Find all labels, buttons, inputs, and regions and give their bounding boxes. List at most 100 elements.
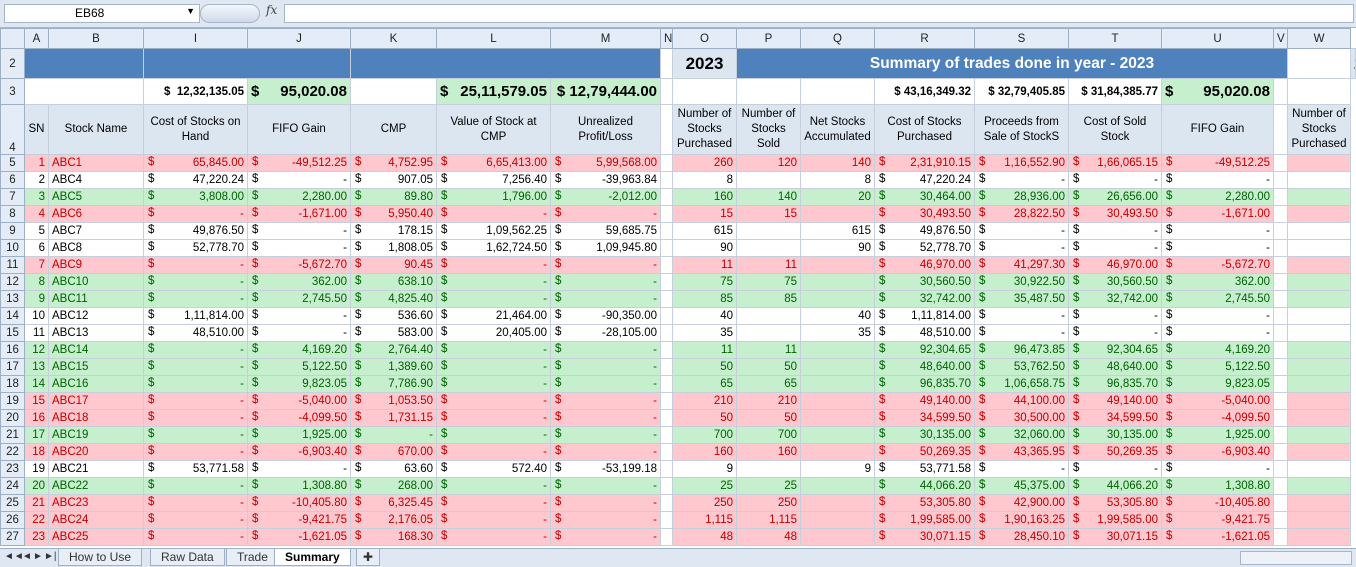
summary-fifo-cell[interactable]: $362.00: [1161, 273, 1274, 291]
row-header[interactable]: 4: [0, 104, 25, 155]
cost-on-hand-cell[interactable]: $ -: [143, 477, 248, 495]
unrealized-cell[interactable]: $ -90,350.00: [550, 307, 661, 325]
proceeds-cell[interactable]: $44,100.00: [974, 392, 1069, 410]
summary-fifo-cell[interactable]: $1,308.80: [1161, 477, 1274, 495]
cost-on-hand-cell[interactable]: $ -: [143, 273, 248, 291]
cmp-cell[interactable]: $1,053.50: [350, 392, 437, 410]
gap-cell[interactable]: [1273, 273, 1288, 291]
column-header-u[interactable]: U: [1161, 28, 1274, 49]
summary-fifo-cell[interactable]: $ -: [1161, 239, 1274, 257]
summary-fifo-cell[interactable]: $ -: [1161, 460, 1274, 478]
fifo-gain-cell[interactable]: $ -1,621.05: [247, 528, 351, 546]
num-purchased-cell[interactable]: 615: [672, 222, 737, 240]
cost-on-hand-cell[interactable]: $52,778.70: [143, 239, 248, 257]
net-accum-cell[interactable]: [800, 477, 875, 495]
cost-purchased-cell[interactable]: $48,640.00: [874, 358, 975, 376]
next-sheet-icon[interactable]: ►: [33, 551, 43, 562]
cost-sold-cell[interactable]: $ -: [1068, 307, 1162, 325]
sn-cell[interactable]: 16: [24, 409, 49, 427]
prev-sheet-icon[interactable]: ◄: [22, 551, 32, 562]
gap-cell[interactable]: [660, 205, 673, 223]
proceeds-cell[interactable]: $ -: [974, 460, 1069, 478]
select-all-corner[interactable]: [0, 28, 25, 49]
gap-cell[interactable]: [1273, 477, 1288, 495]
summary-fifo-cell[interactable]: $ -: [1161, 171, 1274, 189]
summary-fifo-cell[interactable]: $ -6,903.40: [1161, 443, 1274, 461]
net-accum-cell[interactable]: 8: [800, 171, 875, 189]
cost-on-hand-cell[interactable]: $ -: [143, 290, 248, 308]
stock-name-cell[interactable]: ABC21: [48, 460, 144, 478]
stock-name-cell[interactable]: ABC8: [48, 239, 144, 257]
sn-cell[interactable]: 10: [24, 307, 49, 325]
header-proceeds[interactable]: Proceeds from Sale of StockS: [974, 104, 1069, 155]
unrealized-cell[interactable]: $ -: [550, 511, 661, 529]
cost-on-hand-cell[interactable]: $ -: [143, 358, 248, 376]
fifo-gain-cell[interactable]: $4,169.20: [247, 341, 351, 359]
year-2023-label[interactable]: 2023: [672, 48, 737, 79]
cmp-cell[interactable]: $907.05: [350, 171, 437, 189]
proceeds-cell[interactable]: $ -: [974, 239, 1069, 257]
summary-fifo-cell[interactable]: $ -1,671.00: [1161, 205, 1274, 223]
row-header[interactable]: 19: [0, 392, 25, 410]
cost-purchased-total[interactable]: $ 43,16,349.32: [874, 78, 975, 105]
value-cmp-cell[interactable]: $ -: [436, 409, 551, 427]
header-cost-purchased[interactable]: Cost of Stocks Purchased: [874, 104, 975, 155]
summary-fifo-cell[interactable]: $ -5,040.00: [1161, 392, 1274, 410]
stock-name-cell[interactable]: ABC14: [48, 341, 144, 359]
net-accum-cell[interactable]: [800, 511, 875, 529]
gap-cell[interactable]: [660, 307, 673, 325]
net-accum-cell[interactable]: [800, 426, 875, 444]
fifo-gain-cell[interactable]: $362.00: [247, 273, 351, 291]
header-cmp[interactable]: CMP: [350, 104, 437, 155]
gap-cell[interactable]: [1273, 358, 1288, 376]
cost-sold-cell[interactable]: $ -: [1068, 222, 1162, 240]
num-purchased-cell[interactable]: 15: [672, 205, 737, 223]
cmp-cell[interactable]: $ -: [350, 426, 437, 444]
cost-purchased-cell[interactable]: $32,742.00: [874, 290, 975, 308]
net-accum-cell[interactable]: [800, 205, 875, 223]
next-year-cell[interactable]: [1287, 528, 1351, 546]
stock-name-cell[interactable]: ABC18: [48, 409, 144, 427]
header-next-purchased[interactable]: Number of Stocks Purchased: [1287, 104, 1351, 155]
num-sold-cell[interactable]: [736, 307, 801, 325]
row-header[interactable]: 12: [0, 273, 25, 291]
cost-sold-cell[interactable]: $32,742.00: [1068, 290, 1162, 308]
cost-on-hand-cell[interactable]: $ -: [143, 256, 248, 274]
cost-purchased-cell[interactable]: $1,11,814.00: [874, 307, 975, 325]
column-header-t[interactable]: T: [1068, 28, 1162, 49]
column-header-a[interactable]: A: [24, 28, 49, 49]
cmp-cell[interactable]: $89.80: [350, 188, 437, 206]
cost-on-hand-cell[interactable]: $3,808.00: [143, 188, 248, 206]
cost-on-hand-cell[interactable]: $47,220.24: [143, 171, 248, 189]
value-cmp-cell[interactable]: $ -: [436, 205, 551, 223]
cmp-cell[interactable]: $4,752.95: [350, 154, 437, 172]
column-header-r[interactable]: R: [874, 28, 975, 49]
num-purchased-cell[interactable]: 9: [672, 460, 737, 478]
cost-sold-cell[interactable]: $53,305.80: [1068, 494, 1162, 512]
cmp-cell[interactable]: $2,764.40: [350, 341, 437, 359]
cost-purchased-cell[interactable]: $49,140.00: [874, 392, 975, 410]
next-year-cell[interactable]: [1287, 188, 1351, 206]
summary-fifo-cell[interactable]: $5,122.50: [1161, 358, 1274, 376]
gap-cell[interactable]: [660, 222, 673, 240]
sn-cell[interactable]: 18: [24, 443, 49, 461]
cost-sold-cell[interactable]: $30,135.00: [1068, 426, 1162, 444]
cmp-cell[interactable]: $90.45: [350, 256, 437, 274]
gap-cell[interactable]: [660, 341, 673, 359]
value-cmp-cell[interactable]: $20,405.00: [436, 324, 551, 342]
value-cmp-cell[interactable]: $ -: [436, 511, 551, 529]
fifo-gain-cell[interactable]: $ -: [247, 307, 351, 325]
gap-cell[interactable]: [1273, 426, 1288, 444]
column-header-v[interactable]: V: [1273, 28, 1288, 49]
net-accum-cell[interactable]: [800, 256, 875, 274]
cmp-cell[interactable]: $1,389.60: [350, 358, 437, 376]
next-year-cell[interactable]: [1287, 341, 1351, 359]
gap-cell[interactable]: [1273, 341, 1288, 359]
sn-cell[interactable]: 12: [24, 341, 49, 359]
net-accum-cell[interactable]: [800, 290, 875, 308]
net-accum-cell[interactable]: 35: [800, 324, 875, 342]
cost-sold-cell[interactable]: $30,560.50: [1068, 273, 1162, 291]
cmp-cell[interactable]: $2,176.05: [350, 511, 437, 529]
num-sold-cell[interactable]: [736, 171, 801, 189]
num-sold-cell[interactable]: 210: [736, 392, 801, 410]
